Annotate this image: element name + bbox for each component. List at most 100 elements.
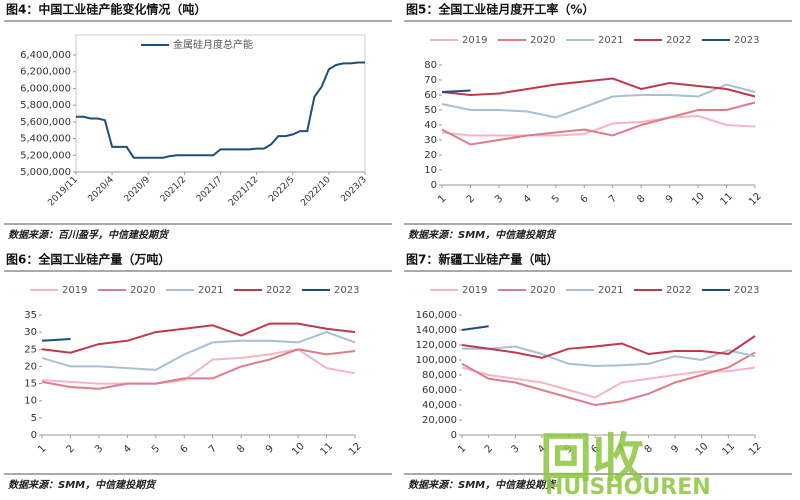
y-tick-label: 20 — [24, 361, 37, 372]
x-tick-label: 9 — [669, 443, 681, 455]
x-tick-label: 2019/11 — [46, 175, 80, 209]
source-note: 数据来源：百川盈孚，中信建投期货 — [8, 229, 170, 241]
y-tick-label: 50 — [424, 105, 437, 116]
x-tick-label: 5 — [150, 443, 162, 455]
y-tick-label: 120,000 — [416, 340, 457, 351]
y-tick-label: 5,600,000 — [20, 117, 71, 128]
series-line — [461, 366, 756, 399]
legend-label: 2023 — [734, 35, 759, 46]
y-tick-label: 80,000 — [422, 370, 457, 381]
legend-label: 2021 — [598, 35, 623, 46]
legend-label: 2021 — [198, 285, 223, 296]
x-tick-label: 4 — [122, 443, 134, 455]
y-tick-label: 6,200,000 — [20, 67, 71, 78]
x-tick-label: 10 — [690, 191, 707, 208]
y-tick-label: 6,400,000 — [20, 50, 71, 61]
chart-panel: 图5：全国工业硅月度开工率（%） 数据来源：SMM，中信建投期货 0 10 20 30 40… — [404, 2, 792, 241]
y-tick-label: 20 — [424, 150, 437, 161]
x-tick-label: 12 — [747, 441, 764, 458]
x-tick-label: 11 — [720, 441, 737, 458]
series-line — [441, 101, 756, 146]
legend-label: 2019 — [462, 285, 487, 296]
y-tick-label: 5,800,000 — [20, 100, 71, 111]
source-note: 数据来源：SMM，中信建投期货 — [408, 229, 557, 241]
y-tick-label: 10 — [424, 165, 437, 176]
series-line — [41, 348, 356, 390]
x-tick-label: 3 — [93, 443, 105, 455]
y-tick-label: 40 — [424, 120, 437, 131]
y-tick-label: 140,000 — [416, 325, 457, 336]
y-tick-label: 80 — [424, 60, 437, 71]
series-line — [41, 322, 356, 354]
y-tick-label: 70 — [424, 75, 437, 86]
x-tick-label: 2020/9 — [123, 175, 153, 205]
legend-label: 2022 — [666, 285, 691, 296]
x-tick-label: 2022/10 — [299, 175, 333, 209]
x-tick-label: 4 — [522, 193, 534, 205]
legend-label: 2019 — [462, 35, 487, 46]
series-line — [441, 89, 471, 93]
chart-title: 图7：新疆工业硅产量（吨） — [406, 252, 558, 267]
y-tick-label: 5,200,000 — [20, 150, 71, 161]
x-tick-label: 8 — [635, 193, 647, 205]
x-tick-label: 10 — [290, 441, 307, 458]
legend-label: 2023 — [334, 285, 359, 296]
series-line — [41, 348, 356, 385]
x-tick-label: 7 — [607, 193, 619, 205]
chart-title: 图5：全国工业硅月度开工率（%） — [406, 2, 594, 17]
x-tick-label: 7 — [207, 443, 219, 455]
x-tick-label: 1 — [436, 193, 448, 205]
x-tick-label: 9 — [664, 193, 676, 205]
watermark-logo: 回收 — [540, 429, 644, 489]
x-tick-label: 12 — [347, 441, 364, 458]
x-tick-label: 1 — [36, 443, 48, 455]
legend-label: 2021 — [598, 285, 623, 296]
legend-label: 金属硅月度总产能 — [173, 38, 253, 51]
y-tick-label: 0 — [431, 180, 437, 191]
y-tick-label: 5,000,000 — [20, 167, 71, 178]
x-tick-label: 2021/2 — [159, 175, 188, 204]
x-tick-label: 2022/5 — [267, 175, 296, 204]
y-tick-label: 60,000 — [422, 385, 457, 396]
y-tick-label: 20,000 — [422, 415, 457, 426]
source-note: 数据来源：SMM，中信建投期货 — [8, 479, 157, 491]
x-tick-label: 8 — [235, 443, 247, 455]
y-tick-label: 10 — [24, 396, 37, 407]
y-tick-label: 0 — [451, 430, 457, 441]
x-tick-label: 2 — [483, 443, 495, 455]
plot-frame — [75, 34, 366, 173]
series-line — [441, 77, 756, 98]
series-line — [76, 61, 365, 159]
x-tick-label: 2 — [465, 193, 477, 205]
y-tick-label: 160,000 — [416, 310, 457, 321]
y-tick-label: 40,000 — [422, 400, 457, 411]
y-tick-label: 6,000,000 — [20, 83, 71, 94]
x-tick-label: 6 — [178, 443, 190, 455]
series-line — [461, 325, 489, 331]
series-line — [462, 345, 756, 368]
legend-label: 2020 — [130, 285, 155, 296]
chart-title: 图4：中国工业硅产能变化情况（吨） — [6, 2, 206, 17]
y-tick-label: 25 — [24, 344, 37, 355]
x-tick-label: 8 — [643, 443, 655, 455]
x-tick-label: 12 — [747, 191, 764, 208]
x-tick-label: 2021/7 — [195, 175, 224, 204]
series-line — [441, 114, 756, 137]
x-tick-label: 6 — [578, 193, 590, 205]
y-tick-label: 5 — [31, 413, 37, 424]
chart-panel: 图6：全国工业硅产量（万吨）数据来源：SMM，中信建投期货05101520253… — [4, 252, 392, 491]
x-tick-label: 3 — [509, 443, 521, 455]
legend-label: 2020 — [530, 35, 555, 46]
y-tick-label: 30 — [424, 135, 437, 146]
source-note: 数据来源：SMM，中信建投期货 — [408, 479, 557, 491]
y-tick-label: 30 — [24, 327, 37, 338]
y-tick-label: 0 — [31, 430, 37, 441]
legend-label: 2022 — [266, 285, 291, 296]
y-tick-label: 60 — [424, 90, 437, 101]
x-tick-label: 2021/12 — [227, 175, 261, 209]
legend-label: 2022 — [666, 35, 691, 46]
x-tick-label: 1 — [456, 443, 468, 455]
watermark-text: HUISHOUREN — [545, 475, 711, 500]
x-tick-label: 9 — [264, 443, 276, 455]
